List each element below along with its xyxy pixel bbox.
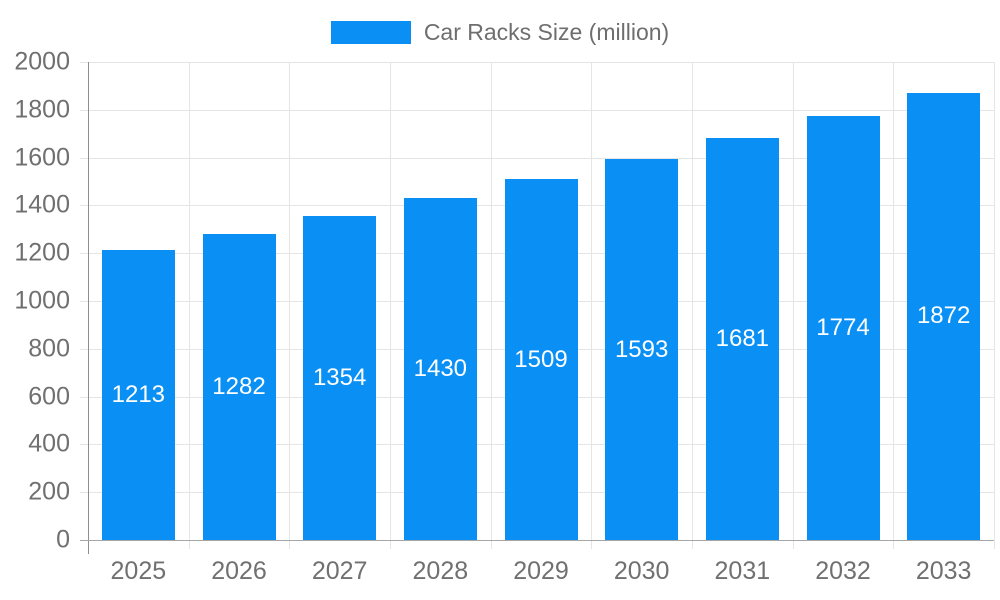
y-tick-label: 600 (28, 382, 70, 411)
legend-swatch (330, 21, 411, 44)
bar[interactable]: 1213 (101, 250, 175, 540)
h-gridline (80, 157, 994, 159)
x-tick-label: 2029 (513, 557, 569, 585)
v-gridline (490, 62, 492, 549)
v-gridline (692, 62, 693, 549)
bar[interactable]: 1354 (303, 216, 377, 540)
y-tick-label: 2000 (14, 47, 70, 76)
y-tick-label: 200 (28, 477, 70, 506)
plot-area: 0 200 400 600 800 1000 1200 1400 1600 1800 2000 121… (14, 48, 995, 585)
bar[interactable]: 1872 (907, 92, 981, 540)
x-axis-line (80, 540, 994, 541)
legend-label: Car Racks Size (million) (423, 19, 670, 45)
x-tick-label: 2025 (110, 557, 167, 585)
v-gridline (188, 62, 190, 549)
bar[interactable]: 1774 (806, 116, 880, 540)
y-tick-label: 800 (28, 334, 70, 363)
y-axis-line (88, 62, 89, 554)
bar[interactable]: 1509 (504, 179, 578, 540)
y-tick-label: 1200 (14, 238, 70, 267)
y-tick-label: 400 (28, 429, 70, 458)
v-gridline (893, 62, 895, 549)
bar-value-label: 1282 (212, 372, 266, 400)
y-tick-label: 1600 (14, 143, 70, 172)
y-tick-label: 1000 (14, 286, 70, 315)
bar[interactable]: 1681 (705, 138, 779, 540)
bar[interactable]: 1593 (605, 159, 679, 540)
y-tick-label: 1800 (14, 95, 70, 124)
bar-value-label: 1430 (413, 355, 468, 383)
bar-value-label: 1213 (111, 381, 166, 409)
v-gridline (390, 62, 391, 549)
legend[interactable]: Car Racks Size (million) (0, 19, 1000, 46)
bar-value-label: 1593 (614, 335, 669, 363)
h-gridline (80, 62, 994, 63)
x-tick-label: 2027 (311, 557, 368, 585)
h-gridline (80, 109, 994, 111)
x-tick-label: 2028 (412, 557, 469, 585)
bar[interactable]: 1430 (403, 198, 477, 540)
y-tick-label: 1400 (14, 190, 70, 219)
x-tick-label: 2026 (211, 557, 267, 585)
bar[interactable]: 1282 (202, 233, 276, 540)
x-tick-label: 2033 (915, 557, 972, 585)
x-tick-label: 2031 (714, 557, 771, 585)
bar-value-label: 1681 (715, 325, 770, 353)
bar-value-label: 1354 (312, 364, 367, 392)
bar-value-label: 1872 (916, 302, 971, 330)
v-gridline (792, 62, 794, 549)
x-tick-label: 2032 (815, 557, 871, 585)
v-gridline (289, 62, 291, 549)
v-gridline (994, 62, 995, 549)
bar-value-label: 1509 (514, 345, 568, 373)
x-tick-label: 2030 (613, 557, 670, 585)
bar-value-label: 1774 (816, 314, 870, 341)
y-tick-label: 0 (56, 525, 70, 554)
v-gridline (591, 62, 593, 549)
